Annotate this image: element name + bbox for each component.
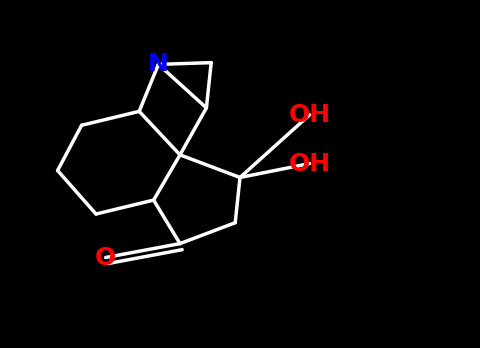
Text: O: O (95, 246, 116, 269)
Text: OH: OH (288, 152, 331, 175)
Text: N: N (148, 53, 169, 76)
Text: OH: OH (288, 103, 331, 127)
